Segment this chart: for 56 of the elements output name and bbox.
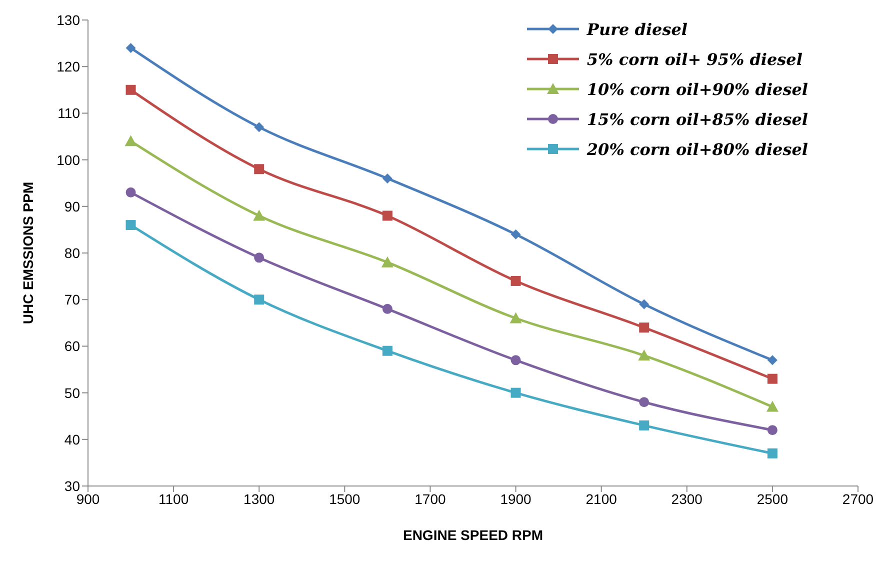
point [639, 299, 650, 310]
point [766, 400, 778, 412]
x-tick-label: 1700 [414, 490, 446, 507]
x-tick-label: 2100 [586, 490, 618, 507]
point [382, 304, 392, 314]
point [382, 173, 392, 184]
point [510, 276, 521, 286]
point [510, 355, 521, 366]
y-tick-label: 130 [56, 12, 80, 28]
x-tick-label: 1100 [158, 490, 189, 507]
point [254, 294, 264, 305]
point [253, 210, 266, 221]
x-tick-label: 2500 [756, 490, 788, 507]
point [254, 164, 264, 174]
point [638, 350, 650, 361]
point [126, 187, 136, 198]
legend-label: 5% corn oil+ 95% diesel [586, 50, 802, 68]
x-tick-label: 2300 [671, 490, 703, 507]
point [767, 374, 778, 384]
y-tick-label: 50 [64, 384, 80, 401]
y-tick-label: 80 [64, 244, 80, 261]
point [126, 220, 136, 230]
point [510, 229, 521, 240]
y-tick-label: 110 [58, 105, 80, 122]
point [510, 312, 522, 324]
legend-label: 10% corn oil+90% diesel [586, 80, 808, 98]
point [382, 346, 392, 356]
point [510, 388, 521, 398]
legend-label: Pure diesel [586, 20, 688, 38]
x-tick-label: 1900 [500, 490, 532, 507]
point [382, 210, 392, 221]
x-tick-label: 2700 [842, 490, 874, 507]
point [767, 355, 778, 366]
x-tick-label: 1500 [329, 490, 360, 507]
point [254, 122, 264, 132]
y-axis-title: UHC EMSSIONS PPM [20, 182, 36, 324]
legend-label: 15% corn oil+85% diesel [586, 110, 808, 128]
legend-label: 20% corn oil+80% diesel [586, 140, 808, 158]
x-tick-label: 1300 [244, 490, 275, 507]
y-tick-label: 100 [56, 152, 80, 168]
point [126, 84, 136, 95]
point [124, 135, 137, 146]
y-tick-label: 70 [64, 292, 80, 308]
y-tick-label: 90 [64, 198, 80, 214]
point [254, 252, 264, 263]
point [767, 425, 778, 436]
point [639, 420, 650, 430]
y-tick-label: 40 [64, 431, 80, 448]
point [639, 322, 650, 333]
y-tick-label: 120 [56, 58, 80, 75]
y-tick-label: 60 [64, 338, 80, 354]
x-axis-title: ENGINE SPEED RPM [402, 526, 544, 543]
point [639, 397, 650, 408]
point [767, 448, 778, 458]
point [381, 256, 394, 268]
point [126, 42, 136, 53]
